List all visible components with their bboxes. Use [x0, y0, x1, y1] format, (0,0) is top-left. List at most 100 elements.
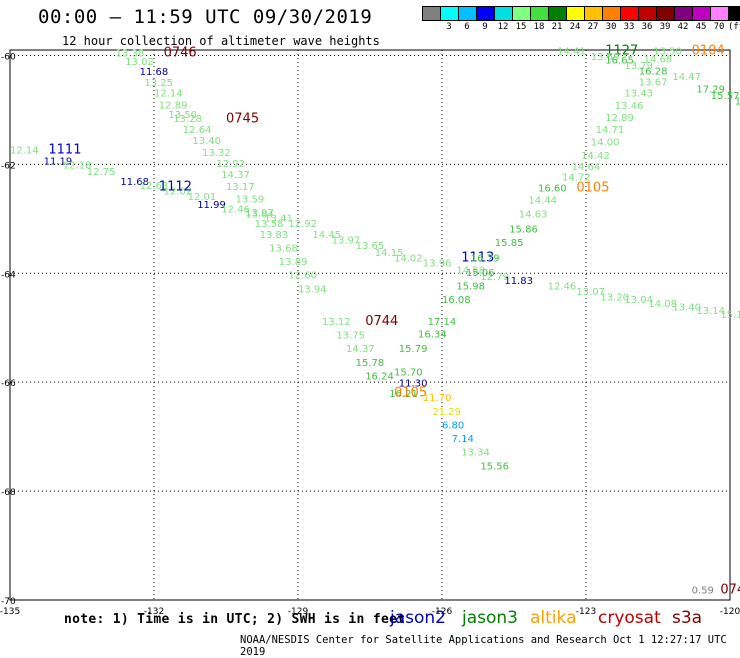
- color-scale-label: 3: [446, 22, 452, 32]
- color-swatch: [674, 6, 692, 21]
- wave-height-value: 13.02: [125, 57, 154, 68]
- wave-height-value: 13.59: [236, 194, 265, 205]
- wave-height-value: 14.68: [644, 55, 673, 66]
- wave-height-value: 14.08: [648, 299, 677, 310]
- wave-height-value: 13.14: [696, 306, 725, 317]
- wave-height-value: 16.28: [639, 67, 668, 78]
- color-swatch: [548, 6, 566, 21]
- wave-height-value: 16.21: [389, 389, 418, 400]
- wave-height-value: 15.57: [711, 91, 740, 102]
- color-swatch: [476, 6, 494, 21]
- color-swatch: [584, 6, 602, 21]
- wave-height-value: 13.25: [144, 78, 173, 89]
- wave-height-value: 15.06: [466, 268, 495, 279]
- wave-height-value: 14.47: [672, 72, 701, 83]
- wave-height-value: 16.65: [605, 56, 634, 67]
- color-swatch: [620, 6, 638, 21]
- wave-height-value: 14.71: [596, 125, 625, 136]
- color-swatch: [530, 6, 548, 21]
- track-time-label: 0104: [692, 43, 725, 58]
- color-scale-label: 18: [533, 22, 545, 32]
- color-scale-label: 42: [677, 22, 689, 32]
- wave-height-value: 13.28: [173, 114, 202, 125]
- color-scale-bar: [422, 6, 740, 21]
- wave-height-value: 11.19: [44, 156, 73, 167]
- wave-height-value: 13.83: [260, 230, 289, 241]
- y-tick-label: -68: [1, 488, 16, 498]
- wave-height-value: 12.01: [188, 192, 217, 203]
- wave-height-value: 16.79: [471, 253, 500, 264]
- wave-height-value: 13.89: [279, 257, 308, 268]
- wave-height-value: 14.44: [528, 196, 557, 207]
- color-scale-label: 27: [587, 22, 599, 32]
- wave-height-value: 13.50: [168, 110, 197, 121]
- x-tick-label: -126: [432, 607, 453, 617]
- wave-height-value: 16.08: [442, 295, 471, 306]
- wave-height-value: 12.60: [288, 271, 317, 282]
- color-scale-label: 12: [497, 22, 509, 32]
- color-swatch: [422, 6, 440, 21]
- wave-height-value: 14.41: [557, 46, 586, 57]
- page-subtitle: 12 hour collection of altimeter wave hei…: [62, 34, 380, 48]
- color-swatch: [602, 6, 620, 21]
- y-tick-label: -60: [1, 52, 16, 62]
- wave-height-value: 15.86: [509, 224, 538, 235]
- wave-height-value: 11.68: [120, 177, 149, 188]
- y-tick-label: -64: [1, 270, 16, 280]
- wave-height-value: 11.30: [399, 379, 428, 390]
- wave-height-value: 13.43: [624, 88, 653, 99]
- wave-height-value: 12.89: [605, 113, 634, 124]
- wave-height-value: 16.34: [418, 330, 447, 341]
- color-swatch: [692, 6, 710, 21]
- wave-height-value: 12.64: [183, 125, 212, 136]
- track-time-label: 0105: [394, 385, 427, 400]
- wave-height-value: 14.63: [519, 210, 548, 221]
- legend-altika: altika: [530, 608, 577, 628]
- wave-height-value: 13.50: [653, 46, 682, 57]
- legend-jason2: jason2: [390, 608, 446, 628]
- color-swatch: [656, 6, 674, 21]
- wave-height-value: 14.45: [312, 230, 341, 241]
- wave-height-value: 15.56: [480, 461, 509, 472]
- wave-height-value: 11.99: [197, 200, 226, 211]
- x-tick-label: -135: [0, 607, 20, 617]
- track-time-label: 1113: [461, 250, 494, 265]
- color-swatch: [440, 6, 458, 21]
- wave-height-value: 13.41: [264, 214, 293, 225]
- track-time-label: 0744: [365, 314, 398, 329]
- wave-height-value: 14.37: [346, 344, 375, 355]
- x-tick-label: -132: [144, 607, 164, 617]
- wave-height-value: 13.32: [202, 148, 231, 159]
- wave-height-value: 13.69: [591, 52, 620, 63]
- wave-height-value: 17.29: [696, 84, 725, 95]
- wave-height-value: 21.29: [432, 407, 461, 418]
- wave-height-value: 15.70: [394, 368, 423, 379]
- wave-height-value: 15.50: [735, 96, 740, 107]
- y-tick-label: -62: [1, 161, 16, 171]
- color-scale-label: (ft): [728, 22, 740, 32]
- wave-height-value: 13.07: [576, 287, 605, 298]
- legend-cryosat: cryosat: [598, 608, 661, 628]
- x-tick-label: -120: [720, 607, 740, 617]
- wave-height-value: 14.02: [394, 253, 423, 264]
- wave-height-value: 14.42: [581, 151, 610, 162]
- wave-height-value: 13.64: [245, 210, 274, 221]
- color-scale-label: 39: [659, 22, 671, 32]
- wave-height-value: 15.85: [495, 238, 524, 249]
- wave-height-value: 13.34: [461, 448, 490, 459]
- track-time-label: 0745: [226, 111, 259, 126]
- track-time-label: 1111: [48, 142, 81, 157]
- y-tick-label: -70: [1, 597, 16, 607]
- wave-height-value: 12.14: [10, 145, 39, 156]
- wave-height-value: 13.46: [615, 101, 644, 112]
- color-scale-label: 24: [569, 22, 581, 32]
- x-tick-label: -123: [576, 607, 596, 617]
- wave-height-value: 12.92: [288, 219, 317, 230]
- color-scale-label: 70: [713, 22, 725, 32]
- footnote: note: 1) Time is in UTC; 2) SWH is in fe…: [64, 612, 406, 627]
- color-swatch: [566, 6, 584, 21]
- color-scale-label: 21: [551, 22, 563, 32]
- map-frame: [9, 49, 731, 601]
- wave-height-value: 14.64: [572, 162, 601, 173]
- wave-height-value: 12.79: [480, 272, 509, 283]
